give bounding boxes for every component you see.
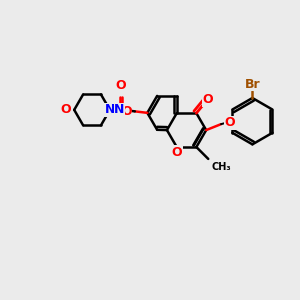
Text: O: O <box>202 93 213 106</box>
Text: CH₃: CH₃ <box>212 163 231 172</box>
Text: O: O <box>225 116 235 129</box>
Text: O: O <box>121 105 132 118</box>
Text: Br: Br <box>245 78 261 91</box>
Text: N: N <box>114 103 125 116</box>
Text: O: O <box>171 146 182 159</box>
Text: N: N <box>105 103 115 116</box>
Text: O: O <box>116 79 126 92</box>
Text: O: O <box>60 103 70 116</box>
